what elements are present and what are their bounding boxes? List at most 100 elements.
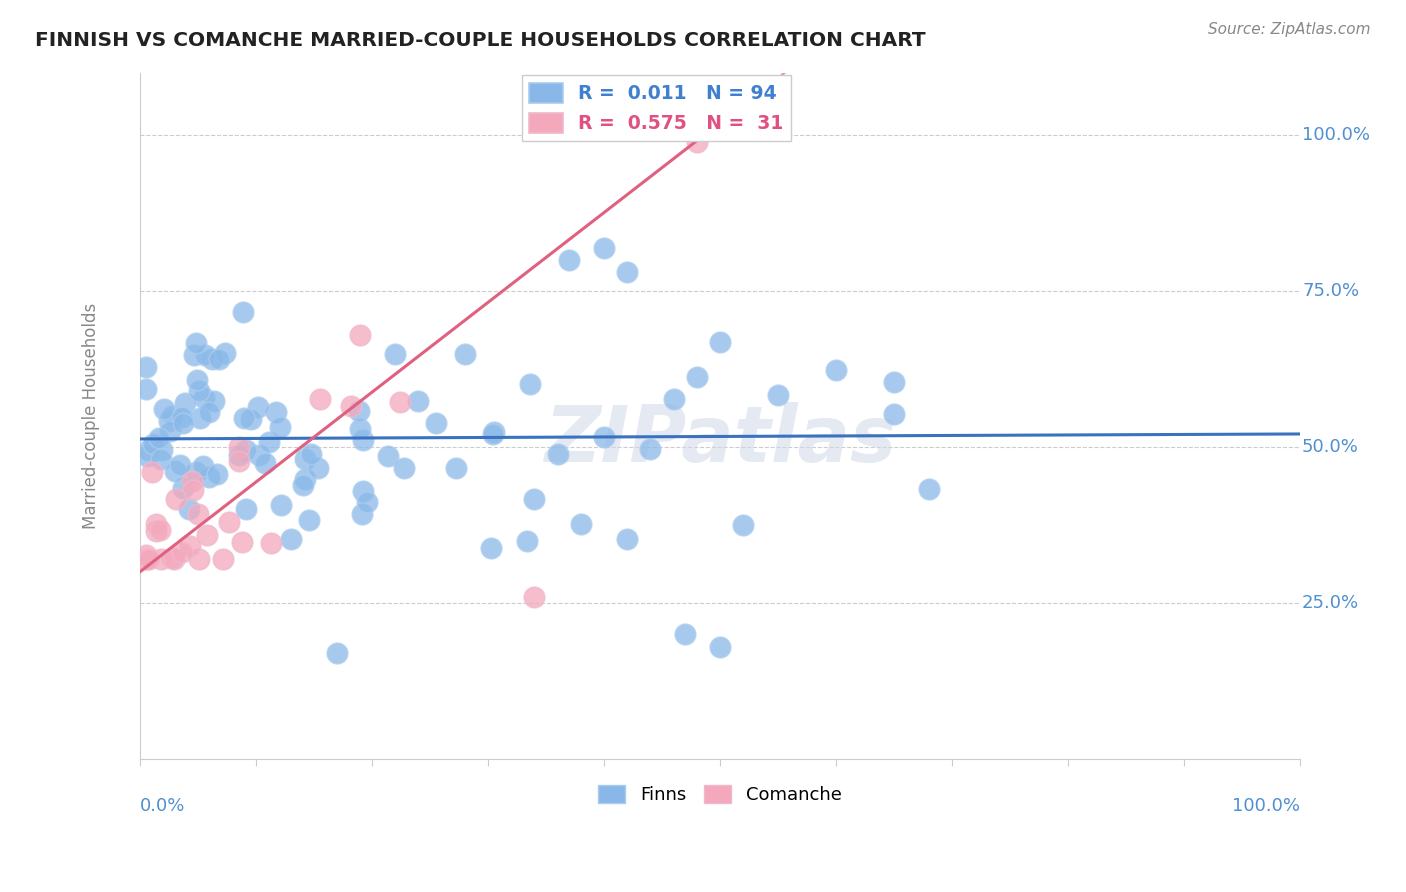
Point (198, 470, 221, 484)
Point (159, 424, 181, 438)
Text: ZIPatlas: ZIPatlas (544, 402, 896, 478)
Point (198, 405, 221, 419)
Point (616, 265, 638, 279)
Point (212, 552, 235, 566)
Legend: Finns, Comanche: Finns, Comanche (591, 778, 849, 812)
Point (307, 461, 329, 475)
Point (377, 449, 399, 463)
Point (482, 425, 505, 440)
Point (138, 552, 160, 566)
Point (160, 551, 183, 566)
Point (135, 382, 157, 396)
Point (184, 335, 207, 350)
Point (165, 492, 187, 507)
Point (291, 478, 314, 492)
Point (686, 369, 709, 384)
Point (569, 517, 592, 532)
Point (188, 411, 211, 425)
Point (195, 528, 218, 542)
Point (135, 552, 157, 566)
Text: FINNISH VS COMANCHE MARRIED-COUPLE HOUSEHOLDS CORRELATION CHART: FINNISH VS COMANCHE MARRIED-COUPLE HOUSE… (35, 31, 925, 50)
Point (205, 467, 228, 481)
Point (193, 391, 215, 405)
Point (733, 518, 755, 533)
Point (260, 536, 283, 550)
Point (709, 334, 731, 349)
Point (202, 394, 225, 409)
Point (686, 135, 709, 149)
Point (141, 465, 163, 479)
Text: 100.0%: 100.0% (1302, 127, 1369, 145)
Point (519, 377, 541, 392)
Point (169, 458, 191, 472)
Point (149, 524, 172, 538)
Point (479, 541, 502, 555)
Point (766, 388, 789, 402)
Point (388, 395, 411, 409)
Point (326, 646, 349, 660)
Point (384, 346, 406, 360)
Point (482, 426, 505, 441)
Point (299, 447, 322, 461)
Point (232, 411, 254, 425)
Point (640, 442, 662, 456)
Point (194, 348, 217, 362)
Point (254, 456, 277, 470)
Point (214, 346, 236, 360)
Point (235, 502, 257, 516)
Point (136, 450, 159, 464)
Point (191, 458, 214, 473)
Point (228, 440, 250, 454)
Text: 0.0%: 0.0% (141, 797, 186, 814)
Point (150, 443, 173, 458)
Point (247, 448, 270, 462)
Point (142, 436, 165, 450)
Point (148, 431, 170, 445)
Point (235, 442, 257, 457)
Point (406, 394, 429, 409)
Point (454, 346, 477, 360)
Point (228, 453, 250, 467)
Point (352, 433, 374, 447)
Point (593, 430, 616, 444)
Point (349, 327, 371, 342)
Point (352, 483, 374, 498)
Point (228, 448, 250, 462)
Point (157, 414, 180, 428)
Point (523, 590, 546, 604)
Point (153, 401, 176, 416)
Point (187, 384, 209, 398)
Point (298, 513, 321, 527)
Point (145, 516, 167, 531)
Point (257, 435, 280, 450)
Point (187, 552, 209, 566)
Point (294, 452, 316, 467)
Point (201, 351, 224, 366)
Point (246, 401, 269, 415)
Point (662, 392, 685, 406)
Point (135, 549, 157, 563)
Point (150, 451, 173, 466)
Point (269, 420, 291, 434)
Text: 75.0%: 75.0% (1302, 282, 1360, 301)
Point (172, 481, 194, 495)
Point (593, 241, 616, 255)
Point (181, 475, 204, 489)
Point (547, 447, 569, 461)
Text: Married-couple Households: Married-couple Households (83, 302, 100, 529)
Text: Source: ZipAtlas.com: Source: ZipAtlas.com (1208, 22, 1371, 37)
Point (208, 352, 231, 367)
Point (616, 532, 638, 546)
Point (347, 404, 370, 418)
Point (309, 392, 332, 407)
Point (163, 464, 186, 478)
Point (218, 515, 240, 529)
Point (187, 507, 209, 521)
Text: 100.0%: 100.0% (1232, 797, 1299, 814)
Point (179, 501, 201, 516)
Point (135, 359, 157, 374)
Point (356, 495, 378, 509)
Point (135, 552, 157, 566)
Point (150, 552, 173, 566)
Point (231, 535, 253, 549)
